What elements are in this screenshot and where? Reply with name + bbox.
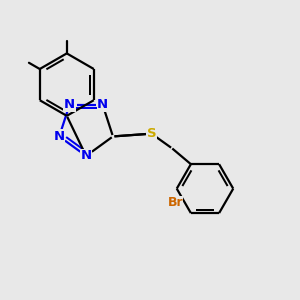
Text: Br: Br xyxy=(167,196,183,209)
Text: N: N xyxy=(54,130,65,143)
Text: S: S xyxy=(147,127,156,140)
Text: N: N xyxy=(80,149,92,162)
Text: N: N xyxy=(64,98,75,111)
Text: N: N xyxy=(97,98,108,111)
